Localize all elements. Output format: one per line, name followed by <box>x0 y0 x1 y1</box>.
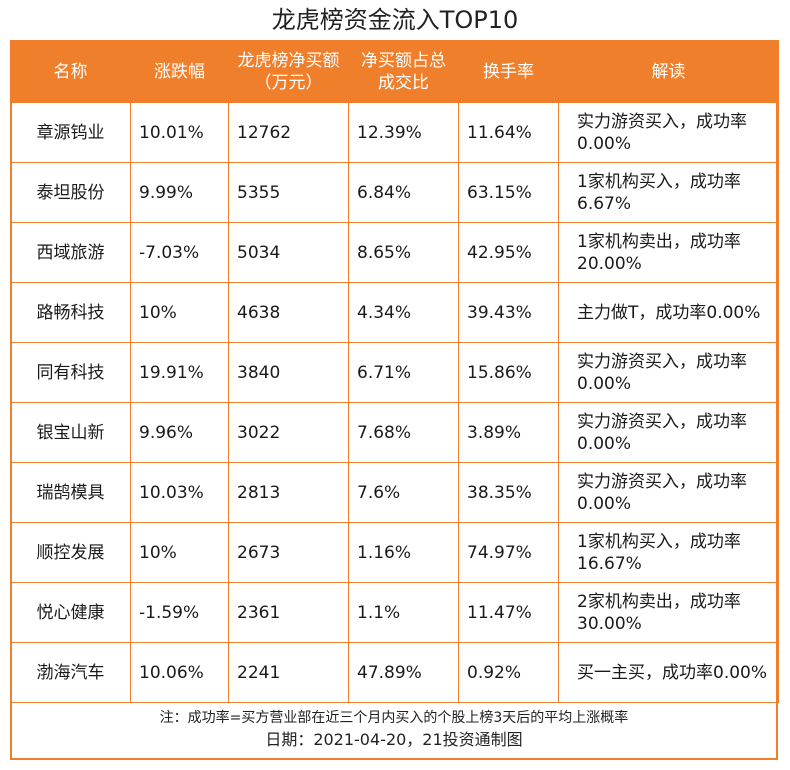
turnover-cell: 11.47% <box>458 582 559 643</box>
table-row: 泰坦股份 9.99% 5355 6.84% 63.15% 1家机构买入，成功率6… <box>10 162 779 223</box>
note-cell: 2家机构卖出，成功率30.00% <box>558 582 779 643</box>
net-buy-cell: 2241 <box>228 642 349 703</box>
note-cell: 实力游资买入，成功率0.00% <box>558 402 779 463</box>
note-cell: 买一主买，成功率0.00% <box>558 642 779 703</box>
ratio-cell: 47.89% <box>348 642 459 703</box>
turnover-cell: 0.92% <box>458 642 559 703</box>
change-cell: -7.03% <box>130 222 229 283</box>
stock-name: 瑞鹄模具 <box>10 462 131 523</box>
ratio-cell: 6.84% <box>348 162 459 223</box>
turnover-cell: 38.35% <box>458 462 559 523</box>
net-buy-cell: 3840 <box>228 342 349 403</box>
col-header-change: 涨跌幅 <box>130 40 229 103</box>
table-row: 悦心健康 -1.59% 2361 1.1% 11.47% 2家机构卖出，成功率3… <box>10 582 779 643</box>
data-table: 名称 涨跌幅 龙虎榜净买额（万元） 净买额占总成交比 换手率 解读 章源钨业 1… <box>10 40 779 703</box>
col-header-turnover: 换手率 <box>458 40 559 103</box>
change-cell: 19.91% <box>130 342 229 403</box>
ratio-cell: 1.16% <box>348 522 459 583</box>
col-header-name: 名称 <box>10 40 131 103</box>
stock-name: 路畅科技 <box>10 282 131 343</box>
stock-name: 章源钨业 <box>10 102 131 163</box>
net-buy-cell: 2361 <box>228 582 349 643</box>
footer: 注：成功率=买方营业部在近三个月内买入的个股上榜3天后的平均上涨概率 日期：20… <box>12 708 776 751</box>
table-row: 渤海汽车 10.06% 2241 47.89% 0.92% 买一主买，成功率0.… <box>10 642 779 703</box>
ratio-cell: 12.39% <box>348 102 459 163</box>
ratio-cell: 4.34% <box>348 282 459 343</box>
turnover-cell: 74.97% <box>458 522 559 583</box>
table-header-row: 名称 涨跌幅 龙虎榜净买额（万元） 净买额占总成交比 换手率 解读 <box>10 40 779 103</box>
date-credit: 日期：2021-04-20，21投资通制图 <box>265 730 523 749</box>
table-row: 同有科技 19.91% 3840 6.71% 15.86% 实力游资买入，成功率… <box>10 342 779 403</box>
stock-name: 西域旅游 <box>10 222 131 283</box>
footnote: 注：成功率=买方营业部在近三个月内买入的个股上榜3天后的平均上涨概率 <box>159 710 629 726</box>
net-buy-cell: 5355 <box>228 162 349 223</box>
table-row: 西域旅游 -7.03% 5034 8.65% 42.95% 1家机构卖出，成功率… <box>10 222 779 283</box>
stock-name: 渤海汽车 <box>10 642 131 703</box>
turnover-cell: 42.95% <box>458 222 559 283</box>
stock-name: 悦心健康 <box>10 582 131 643</box>
note-cell: 1家机构卖出，成功率20.00% <box>558 222 779 283</box>
turnover-cell: 39.43% <box>458 282 559 343</box>
turnover-cell: 63.15% <box>458 162 559 223</box>
ratio-cell: 7.6% <box>348 462 459 523</box>
net-buy-cell: 3022 <box>228 402 349 463</box>
turnover-cell: 11.64% <box>458 102 559 163</box>
net-buy-cell: 2813 <box>228 462 349 523</box>
table-row: 章源钨业 10.01% 12762 12.39% 11.64% 实力游资买入，成… <box>10 102 779 163</box>
turnover-cell: 3.89% <box>458 402 559 463</box>
change-cell: -1.59% <box>130 582 229 643</box>
change-cell: 10% <box>130 282 229 343</box>
note-cell: 1家机构买入，成功率6.67% <box>558 162 779 223</box>
ratio-cell: 1.1% <box>348 582 459 643</box>
page-title: 龙虎榜资金流入TOP10 <box>271 6 519 34</box>
note-cell: 实力游资买入，成功率0.00% <box>558 102 779 163</box>
table-row: 银宝山新 9.96% 3022 7.68% 3.89% 实力游资买入，成功率0.… <box>10 402 779 463</box>
change-cell: 9.99% <box>130 162 229 223</box>
col-header-net-buy: 龙虎榜净买额（万元） <box>228 40 349 103</box>
ratio-cell: 8.65% <box>348 222 459 283</box>
change-cell: 10.03% <box>130 462 229 523</box>
stock-name: 顺控发展 <box>10 522 131 583</box>
stock-name: 银宝山新 <box>10 402 131 463</box>
note-cell: 主力做T，成功率0.00% <box>558 282 779 343</box>
net-buy-cell: 12762 <box>228 102 349 163</box>
net-buy-cell: 2673 <box>228 522 349 583</box>
ratio-cell: 7.68% <box>348 402 459 463</box>
col-header-note: 解读 <box>558 40 779 103</box>
turnover-cell: 15.86% <box>458 342 559 403</box>
table-row: 瑞鹄模具 10.03% 2813 7.6% 38.35% 实力游资买入，成功率0… <box>10 462 779 523</box>
note-cell: 实力游资买入，成功率0.00% <box>558 462 779 523</box>
col-header-ratio: 净买额占总成交比 <box>348 40 459 103</box>
net-buy-cell: 4638 <box>228 282 349 343</box>
note-cell: 实力游资买入，成功率0.00% <box>558 342 779 403</box>
table-row: 路畅科技 10% 4638 4.34% 39.43% 主力做T，成功率0.00% <box>10 282 779 343</box>
change-cell: 10.01% <box>130 102 229 163</box>
table-row: 顺控发展 10% 2673 1.16% 74.97% 1家机构买入，成功率16.… <box>10 522 779 583</box>
note-cell: 1家机构买入，成功率16.67% <box>558 522 779 583</box>
change-cell: 10% <box>130 522 229 583</box>
change-cell: 10.06% <box>130 642 229 703</box>
net-buy-cell: 5034 <box>228 222 349 283</box>
stock-name: 泰坦股份 <box>10 162 131 223</box>
ratio-cell: 6.71% <box>348 342 459 403</box>
change-cell: 9.96% <box>130 402 229 463</box>
stock-name: 同有科技 <box>10 342 131 403</box>
